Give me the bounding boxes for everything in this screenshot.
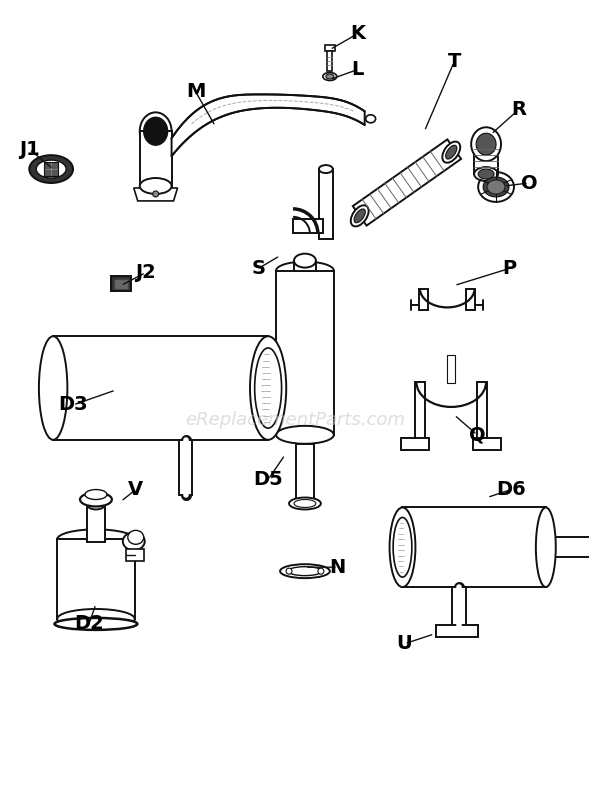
- Ellipse shape: [57, 529, 135, 549]
- Ellipse shape: [128, 530, 144, 544]
- Text: L: L: [352, 60, 364, 79]
- Polygon shape: [172, 94, 365, 156]
- Bar: [447, 356, 455, 383]
- Ellipse shape: [471, 127, 501, 161]
- Bar: [140, 131, 172, 186]
- Bar: [325, 45, 335, 51]
- Ellipse shape: [250, 337, 286, 440]
- Ellipse shape: [153, 191, 159, 197]
- Bar: [276, 271, 334, 434]
- Ellipse shape: [255, 348, 281, 428]
- Text: eReplacementParts.com: eReplacementParts.com: [185, 411, 405, 429]
- Bar: [466, 288, 475, 310]
- Ellipse shape: [354, 209, 365, 223]
- Ellipse shape: [487, 180, 505, 194]
- Ellipse shape: [280, 564, 330, 578]
- Bar: [319, 169, 333, 239]
- Ellipse shape: [294, 499, 316, 507]
- Ellipse shape: [140, 178, 172, 194]
- Text: J2: J2: [135, 263, 156, 282]
- Bar: [296, 444, 314, 503]
- Ellipse shape: [536, 507, 556, 587]
- Ellipse shape: [483, 177, 509, 197]
- Polygon shape: [134, 188, 178, 201]
- Text: M: M: [186, 82, 205, 101]
- Ellipse shape: [85, 490, 107, 499]
- Ellipse shape: [39, 337, 67, 440]
- Text: Q: Q: [469, 425, 486, 444]
- Text: V: V: [128, 480, 143, 499]
- Bar: [473, 438, 501, 450]
- Ellipse shape: [478, 169, 494, 179]
- Ellipse shape: [140, 112, 172, 150]
- Ellipse shape: [442, 141, 460, 163]
- Text: N: N: [330, 558, 346, 577]
- Ellipse shape: [389, 507, 415, 587]
- Bar: [179, 440, 192, 495]
- Text: S: S: [251, 259, 265, 278]
- Bar: [293, 219, 323, 233]
- Bar: [546, 537, 590, 557]
- Bar: [419, 288, 428, 310]
- Ellipse shape: [54, 618, 137, 630]
- Ellipse shape: [294, 254, 316, 268]
- Ellipse shape: [366, 115, 376, 122]
- Ellipse shape: [445, 145, 457, 159]
- Bar: [402, 438, 430, 450]
- Ellipse shape: [276, 261, 334, 280]
- Ellipse shape: [323, 73, 337, 81]
- Text: U: U: [396, 634, 412, 653]
- Bar: [294, 261, 316, 271]
- Ellipse shape: [289, 498, 321, 510]
- Bar: [474, 145, 498, 174]
- Ellipse shape: [393, 517, 412, 577]
- Text: K: K: [350, 24, 365, 43]
- Ellipse shape: [326, 74, 334, 79]
- Bar: [44, 162, 58, 176]
- Text: T: T: [448, 52, 461, 71]
- Ellipse shape: [351, 205, 369, 227]
- Bar: [477, 382, 487, 447]
- Text: D5: D5: [253, 470, 283, 489]
- Ellipse shape: [318, 568, 324, 574]
- Ellipse shape: [276, 426, 334, 444]
- Text: O: O: [520, 174, 537, 193]
- Ellipse shape: [476, 134, 496, 155]
- Bar: [453, 587, 466, 629]
- Ellipse shape: [36, 160, 66, 178]
- Bar: [402, 507, 546, 587]
- Ellipse shape: [478, 172, 514, 202]
- Ellipse shape: [286, 568, 292, 574]
- Ellipse shape: [87, 499, 105, 510]
- Ellipse shape: [319, 165, 333, 173]
- Bar: [415, 382, 425, 447]
- Polygon shape: [353, 139, 461, 226]
- Bar: [126, 549, 144, 561]
- Bar: [87, 505, 105, 542]
- Ellipse shape: [80, 492, 112, 506]
- Text: P: P: [502, 259, 516, 278]
- Text: J1: J1: [19, 140, 40, 159]
- Bar: [53, 337, 268, 440]
- Bar: [57, 540, 135, 619]
- Bar: [327, 51, 332, 70]
- Text: D3: D3: [58, 396, 88, 415]
- Ellipse shape: [288, 566, 322, 576]
- Bar: [111, 276, 131, 292]
- Ellipse shape: [144, 117, 168, 145]
- Ellipse shape: [30, 155, 73, 183]
- Ellipse shape: [57, 609, 135, 629]
- Bar: [114, 279, 128, 288]
- Bar: [437, 625, 478, 637]
- Ellipse shape: [474, 167, 498, 181]
- Text: R: R: [512, 100, 526, 118]
- Ellipse shape: [123, 532, 145, 551]
- Text: D6: D6: [496, 480, 526, 499]
- Text: D2: D2: [74, 615, 104, 634]
